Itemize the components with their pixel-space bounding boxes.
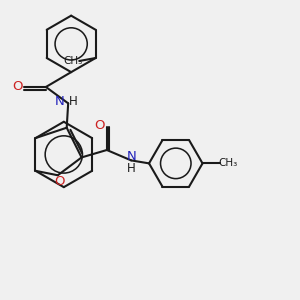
Text: O: O [54, 175, 64, 188]
Text: N: N [126, 150, 136, 163]
Text: O: O [94, 119, 105, 132]
Text: CH₃: CH₃ [63, 56, 83, 66]
Text: CH₃: CH₃ [219, 158, 238, 168]
Text: O: O [13, 80, 23, 94]
Text: N: N [55, 95, 65, 108]
Text: H: H [127, 162, 136, 175]
Text: H: H [69, 95, 78, 108]
